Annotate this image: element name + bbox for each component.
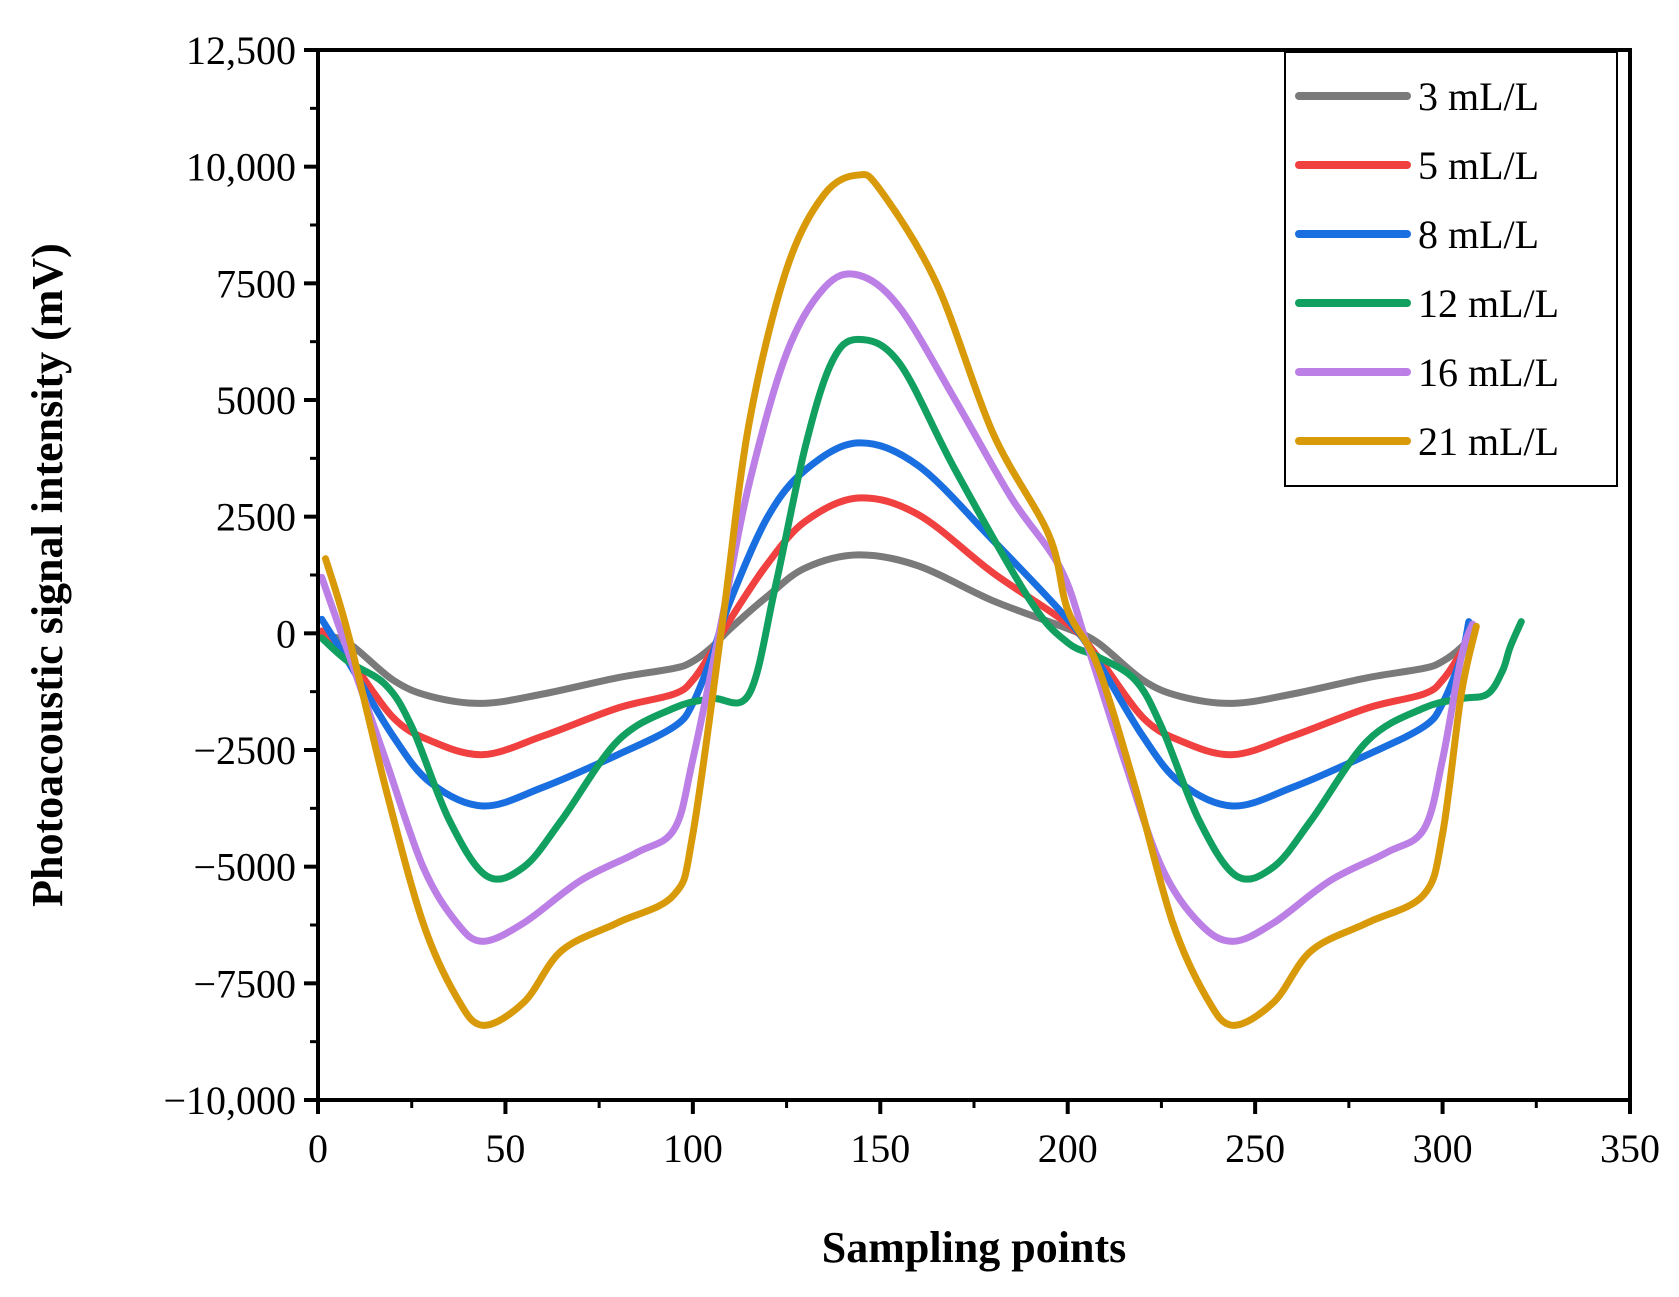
y-tick-label: 12,500 (186, 28, 296, 73)
x-tick-label: 150 (850, 1126, 910, 1171)
series-line-12-ml-l (318, 335, 1525, 883)
legend-box (1284, 51, 1618, 487)
legend-label: 16 mL/L (1418, 350, 1559, 395)
series-line-8-ml-l (318, 439, 1473, 810)
legend-label: 12 mL/L (1418, 281, 1559, 326)
plot-marks (318, 171, 1525, 1029)
x-tick-label: 50 (485, 1126, 525, 1171)
x-tick-label: 250 (1225, 1126, 1285, 1171)
series-line-3-ml-l (318, 551, 1477, 707)
plot-frame (316, 48, 1632, 1102)
series-line-16-ml-l (318, 270, 1477, 945)
legend-label: 21 mL/L (1418, 419, 1559, 464)
y-tick-label: 7500 (216, 261, 296, 306)
axis-ticks: 0 50 100 150 200 250 300 350 −10,000 −7500 −5000 −2… (163, 28, 1660, 1171)
y-tick-label: −7500 (193, 961, 296, 1006)
y-tick-label: 2500 (216, 495, 296, 540)
legend: 3 mL/L 5 mL/L 8 mL/L 12 mL/L 16 mL/L 21 mL/L (1284, 51, 1618, 487)
y-axis-title: Photoacoustic signal intensity (mV) (23, 243, 72, 907)
y-tick-label: −10,000 (163, 1078, 296, 1123)
x-tick-label: 350 (1600, 1126, 1660, 1171)
x-axis-title: Sampling points (822, 1223, 1126, 1272)
y-tick-label: −2500 (193, 728, 296, 773)
x-tick-label: 100 (663, 1126, 723, 1171)
series-line-5-ml-l (318, 494, 1477, 759)
legend-label: 3 mL/L (1418, 74, 1539, 119)
legend-label: 8 mL/L (1418, 212, 1539, 257)
x-tick-label: 200 (1038, 1126, 1098, 1171)
y-tick-label: 0 (276, 611, 296, 656)
x-tick-label: 300 (1413, 1126, 1473, 1171)
legend-label: 5 mL/L (1418, 143, 1539, 188)
series-line-21-ml-l (322, 171, 1480, 1029)
y-tick-label: 10,000 (186, 145, 296, 190)
y-tick-label: 5000 (216, 378, 296, 423)
x-tick-label: 0 (308, 1126, 328, 1171)
y-tick-label: −5000 (193, 845, 296, 890)
